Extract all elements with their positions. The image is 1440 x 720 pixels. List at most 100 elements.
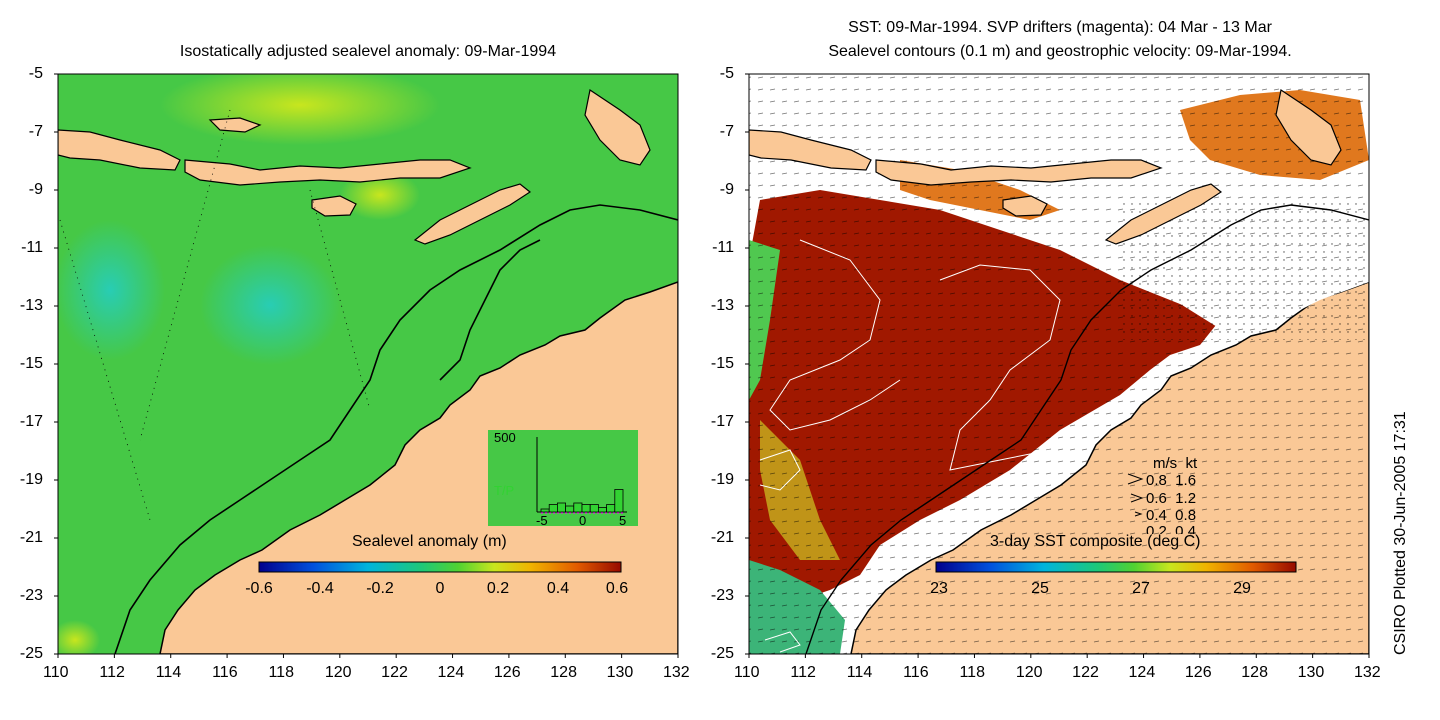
x-tick-label: 130 [606,664,634,681]
x-tick-label: 110 [43,664,69,681]
y-tick-label: -21 [19,529,43,546]
x-tick-label: 110 [734,664,760,681]
sealevel-colorbar [258,561,622,573]
inset-histogram-bar [589,504,599,513]
x-tick-label: 120 [1015,664,1043,681]
x-tick-label: 114 [846,664,873,681]
kimberley-contour [439,239,541,381]
y-tick-label: -15 [19,355,43,372]
y-tick-label: -23 [710,587,734,604]
x-tick-label: 116 [212,664,238,681]
flores-north-land [208,117,262,133]
x-tick-label: 118 [959,664,985,681]
right-map [749,74,1369,654]
inset-histogram-bar [540,508,550,513]
y-tick-label: -13 [19,297,43,314]
inset-histogram-bar [614,489,624,513]
x-tick-label: 126 [493,664,521,681]
velocity-legend-row: 0.4 0.8 [1146,507,1197,524]
sulawesi-land [584,89,651,166]
satellite-track-1 [59,219,151,521]
y-tick-label: -19 [19,471,43,488]
y-tick-label: -15 [710,355,734,372]
x-tick-label: 112 [99,664,125,681]
y-tick-label: -5 [28,65,43,82]
y-tick-label: -5 [719,65,734,82]
anomaly-high-north [160,74,440,145]
inset-ymax-label: 500 [494,430,516,445]
y-tick-label: -19 [710,471,734,488]
sealevel-contour-1 [769,239,901,431]
anomaly-low-central [200,245,340,365]
y-tick-label: -13 [710,297,734,314]
y-tick-label: -7 [719,123,734,140]
y-tick-label: -25 [710,645,734,662]
sst-colorbar-label: 25 [1031,580,1049,597]
timor-land [413,183,532,245]
x-tick-label: 122 [1072,664,1099,681]
australia-land [159,281,678,654]
velocity-legend-arrows [1127,473,1144,517]
sumba-land [311,195,357,217]
y-tick-label: -11 [21,239,43,256]
inset-histogram-bar [598,507,608,513]
sealevel-colorbar-label: 0.2 [486,580,510,597]
right-map-title-line1: SST: 09-Mar-1994. SVP drifters (magenta)… [848,19,1272,36]
sealevel-colorbar-label: -0.6 [245,580,273,597]
anomaly-high-sw [58,620,100,654]
right-map-title-line2: Sealevel contours (0.1 m) and geostrophi… [828,43,1292,60]
sst-colorbar-title: 3-day SST composite (deg C) [990,533,1201,550]
y-tick-label: -17 [710,413,734,430]
shelf-contour-right [805,204,1369,654]
sealevel-colorbar-label: 0.6 [605,580,629,597]
y-tick-label: -21 [710,529,734,546]
sealevel-colorbar-label: -0.4 [306,580,334,597]
inset-histogram-bar [557,502,567,513]
tp-histogram-inset [536,437,627,514]
java-land [58,129,181,171]
left-map-title: Isostatically adjusted sealevel anomaly:… [179,43,557,60]
x-tick-label: 120 [324,664,352,681]
x-tick-label: 124 [437,664,465,681]
x-tick-label: 132 [1354,664,1381,681]
sumba-land-right [1002,195,1048,217]
velocity-legend-row: 0.6 1.2 [1146,490,1197,507]
sst-colorbar [935,561,1297,573]
velocity-legend-row: 0.8 1.6 [1146,472,1197,489]
inset-histogram-bar [565,505,575,513]
y-tick-label: -25 [19,645,43,662]
y-tick-label: -11 [712,239,734,256]
java-land-right [749,129,872,171]
sealevel-colorbar-label: 0 [435,580,445,597]
x-tick-label: 128 [1241,664,1268,681]
sealevel-contour-4 [764,631,801,653]
velocity-legend-row: 0.2 0.4 [1146,523,1197,540]
y-tick-label: -9 [719,181,734,198]
sealevel-contour-3 [759,449,801,491]
left-map [58,74,678,654]
y-tick-label: -7 [28,123,43,140]
inset-x-label-min: -5 [536,513,548,528]
sealevel-colorbar-title: Sealevel anomaly (m) [352,533,507,550]
inset-histogram-bar [606,504,616,513]
satellite-track-3 [309,189,371,411]
credit-text: CSIRO Plotted 30-Jun-2005 17:31 [1392,411,1409,655]
sst-colorbar-label: 23 [930,580,948,597]
x-tick-label: 124 [1128,664,1156,681]
sulawesi-land-right [1275,89,1342,166]
inset-histogram-bar [548,504,558,513]
inset-histogram-bar [581,504,591,513]
sealevel-colorbar-label: 0.4 [546,580,570,597]
inset-x-label-mid: 0 [579,513,587,528]
nusa-tenggara-land [184,159,472,186]
sst-colorbar-label: 27 [1132,580,1150,597]
inset-series-label: T/P [494,483,515,498]
x-tick-label: 114 [155,664,182,681]
y-tick-label: -23 [19,587,43,604]
y-tick-label: -9 [28,181,43,198]
x-tick-label: 118 [268,664,294,681]
velocity-legend-header: m/s kt [1153,455,1198,472]
inset-x-label-max: 5 [619,513,627,528]
anomaly-low-west [58,220,165,360]
